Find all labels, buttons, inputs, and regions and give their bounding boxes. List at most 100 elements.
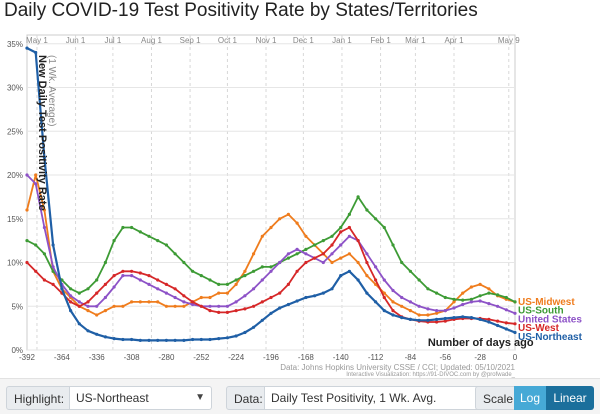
data-point xyxy=(269,225,273,230)
month-label: Aug 1 xyxy=(141,36,162,45)
data-point xyxy=(51,243,55,247)
data-point xyxy=(103,282,107,286)
data-point xyxy=(461,315,465,319)
data-point xyxy=(339,230,343,234)
data-point xyxy=(147,300,151,304)
data-point xyxy=(217,337,221,341)
data-point xyxy=(295,247,299,251)
data-point xyxy=(295,269,299,273)
data-point xyxy=(252,269,256,273)
data-point xyxy=(138,230,142,234)
data-point xyxy=(443,309,447,313)
data-point xyxy=(25,46,29,50)
data-point xyxy=(42,208,47,212)
data-point xyxy=(225,336,229,340)
data-point xyxy=(69,309,73,313)
month-label: May 9 xyxy=(498,36,520,45)
month-label: Jun 1 xyxy=(66,36,86,45)
x-axis-label: Number of days ago xyxy=(428,337,534,349)
data-point xyxy=(339,256,343,260)
x-tick-label: -308 xyxy=(124,353,141,362)
month-label: May 1 xyxy=(26,36,48,45)
data-point xyxy=(435,309,439,313)
data-point xyxy=(496,323,500,328)
data-point xyxy=(469,285,473,289)
x-tick-label: -196 xyxy=(263,353,280,362)
data-point xyxy=(252,304,256,308)
data-point xyxy=(286,252,290,256)
data-point xyxy=(365,208,369,212)
scale-log-button[interactable]: Log xyxy=(514,386,546,410)
source-note: Data: Johns Hopkins University CSSE / CC… xyxy=(280,363,515,372)
data-point xyxy=(417,278,421,282)
data-point xyxy=(25,208,29,212)
data-point xyxy=(217,304,221,308)
data-point xyxy=(51,269,55,273)
data-point xyxy=(173,287,177,291)
data-point xyxy=(225,291,229,295)
series-end-label: United States xyxy=(518,314,582,325)
data-point xyxy=(278,260,282,265)
data-point xyxy=(25,239,29,243)
data-point xyxy=(496,293,500,297)
data-point xyxy=(138,271,142,275)
data-point xyxy=(156,278,160,282)
data-point xyxy=(95,291,99,295)
data-point xyxy=(504,308,508,312)
data-point xyxy=(147,274,151,278)
data-point xyxy=(103,260,107,265)
data-point xyxy=(313,243,317,247)
data-point xyxy=(260,318,264,322)
data-point xyxy=(112,285,116,289)
data-point xyxy=(278,217,282,221)
data-point xyxy=(321,291,325,295)
data-point xyxy=(182,300,186,304)
month-label: Apr 1 xyxy=(444,36,464,45)
x-tick-label: -336 xyxy=(89,353,106,362)
data-point xyxy=(496,319,500,323)
axes: May 1 Jun 1 Jul 1 Aug 1 Sep 1 Oct 1 Nov 1 Dec 1… xyxy=(7,36,520,362)
data-point xyxy=(34,50,38,55)
data-point xyxy=(225,282,229,286)
data-point xyxy=(313,294,317,298)
data-point xyxy=(269,269,273,273)
data-point xyxy=(191,300,195,304)
scale-linear-button[interactable]: Linear xyxy=(546,386,594,410)
data-point xyxy=(121,269,125,273)
data-point xyxy=(243,269,247,273)
data-point xyxy=(69,294,73,298)
data-point xyxy=(382,295,386,300)
data-point xyxy=(408,300,412,304)
data-point xyxy=(391,313,395,317)
x-tick-label: -112 xyxy=(368,353,384,362)
data-point xyxy=(504,295,508,300)
data-select[interactable]: Daily Test Positivity, 1 Wk. Avg. ▼ xyxy=(264,386,490,410)
y-tick-label: 15% xyxy=(7,215,23,224)
data-point xyxy=(330,243,334,247)
data-point xyxy=(164,304,168,308)
data-point xyxy=(208,304,212,308)
data-point xyxy=(452,306,456,310)
data-point xyxy=(243,307,247,311)
highlight-select[interactable]: US-Northeast ▼ xyxy=(69,386,212,410)
data-point xyxy=(243,274,247,278)
data-point xyxy=(77,291,81,295)
data-point xyxy=(426,318,430,322)
y-tick-label: 20% xyxy=(7,171,23,180)
month-label: Feb 1 xyxy=(370,36,391,45)
data-point xyxy=(374,217,378,221)
data-point xyxy=(347,225,351,230)
data-point xyxy=(435,317,439,321)
data-point xyxy=(147,234,151,238)
credit-note: Interactive Visualization: https://91-DI… xyxy=(346,372,515,378)
data-point xyxy=(77,304,81,308)
data-point xyxy=(147,282,151,286)
month-label: Dec 1 xyxy=(293,36,314,45)
data-point xyxy=(25,260,29,265)
data-point xyxy=(95,332,99,336)
data-point xyxy=(34,243,38,247)
data-point xyxy=(478,294,482,298)
data-label: Data: xyxy=(226,386,265,410)
month-label: Nov 1 xyxy=(256,36,277,45)
